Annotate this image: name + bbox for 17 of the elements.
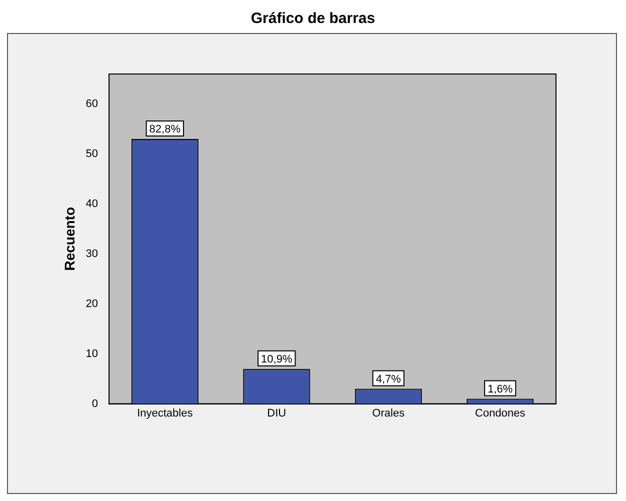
x-tick-label: Condones: [475, 407, 526, 420]
annotation: 82,8%: [149, 123, 181, 136]
annotation: 1,6%: [488, 383, 513, 396]
x-tick-label: Inyectables: [137, 407, 194, 420]
y-tick-label: 60: [86, 98, 98, 110]
x-tick-label: Orales: [372, 407, 406, 420]
y-tick-label: 40: [86, 198, 98, 210]
annotation: 10,9%: [261, 353, 292, 366]
y-tick-label: 20: [86, 298, 98, 310]
y-axis-title: Recuento: [61, 207, 78, 271]
y-tick-label: 10: [86, 348, 98, 360]
chart-title: Gráfico de barras: [250, 10, 376, 27]
y-tick-label: 30: [86, 248, 98, 260]
y-tick-label: 0: [92, 398, 98, 410]
x-tick-label: DIU: [267, 407, 286, 420]
y-tick-label: 50: [86, 148, 98, 160]
annotation: 4,7%: [376, 373, 402, 386]
